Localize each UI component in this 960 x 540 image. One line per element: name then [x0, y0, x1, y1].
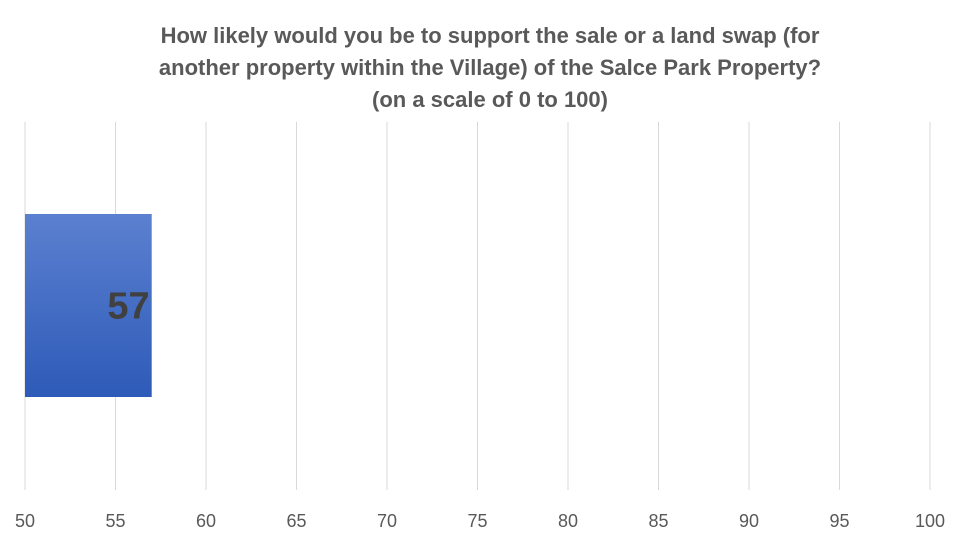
- chart-title-line-1: How likely would you be to support the s…: [160, 23, 820, 48]
- bars: [25, 214, 152, 397]
- x-tick-label-100: 100: [915, 511, 945, 531]
- x-tick-label-85: 85: [648, 511, 668, 531]
- data-labels: 57: [107, 286, 149, 328]
- x-tick-label-65: 65: [286, 511, 306, 531]
- x-tick-label-55: 55: [105, 511, 125, 531]
- x-tick-label-80: 80: [558, 511, 578, 531]
- x-tick-label-60: 60: [196, 511, 216, 531]
- x-tick-label-70: 70: [377, 511, 397, 531]
- data-label-0: 57: [107, 286, 149, 328]
- x-tick-label-50: 50: [15, 511, 35, 531]
- x-tick-label-90: 90: [739, 511, 759, 531]
- chart-title-line-3: (on a scale of 0 to 100): [372, 87, 608, 112]
- x-tick-label-75: 75: [467, 511, 487, 531]
- x-axis-tick-labels: 50 55 60 65 70 75 80 85 90 95 100: [15, 511, 945, 531]
- chart-title-line-2: another property within the Village) of …: [158, 55, 822, 80]
- chart-title: How likely would you be to support the s…: [90, 20, 890, 116]
- gridlines: [24, 122, 931, 490]
- bar-0: [25, 214, 152, 397]
- x-tick-label-95: 95: [829, 511, 849, 531]
